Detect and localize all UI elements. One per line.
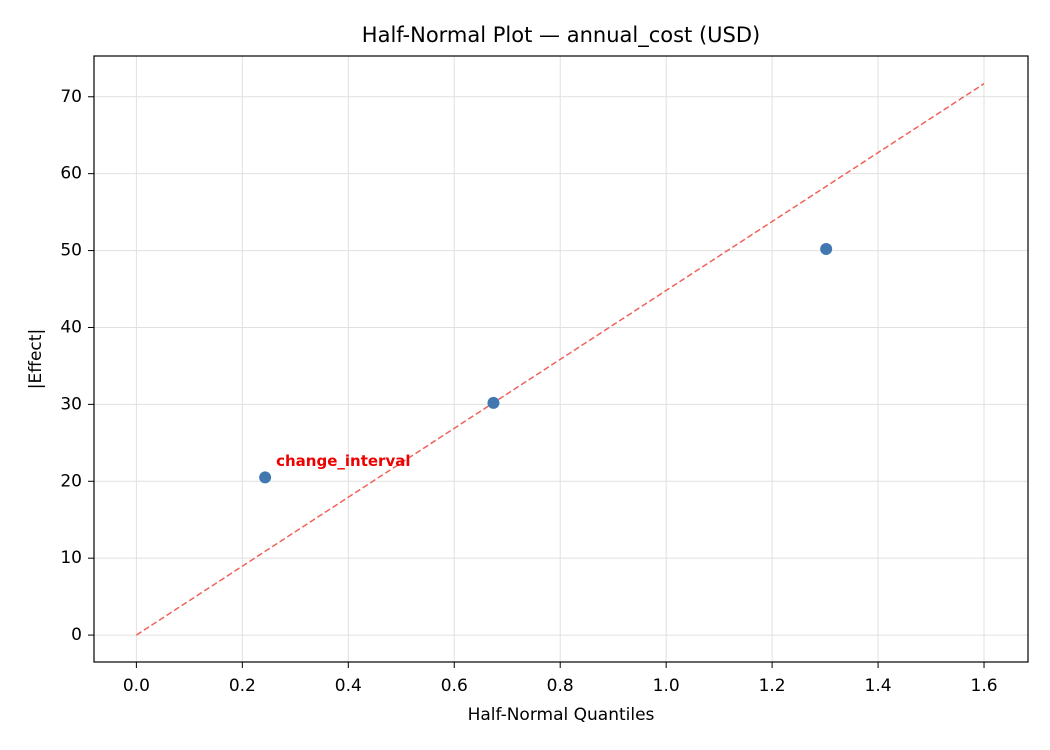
chart-title: Half-Normal Plot — annual_cost (USD) — [362, 23, 760, 48]
y-tick-label: 20 — [60, 471, 82, 491]
y-tick-label: 40 — [60, 317, 82, 337]
x-tick-label: 0.0 — [123, 676, 150, 696]
y-tick-label: 60 — [60, 164, 82, 184]
grid — [94, 56, 1028, 662]
x-tick-label: 1.4 — [865, 676, 892, 696]
x-tick-label: 0.4 — [335, 676, 362, 696]
y-tick-label: 30 — [60, 394, 82, 414]
point — [259, 471, 272, 484]
x-tick-label: 1.2 — [759, 676, 786, 696]
x-tick-label: 0.6 — [441, 676, 468, 696]
x-tick-label: 1.0 — [653, 676, 680, 696]
y-tick-label: 0 — [71, 625, 82, 645]
plot-frame — [93, 55, 1029, 663]
x-axis-label: Half-Normal Quantiles — [468, 705, 655, 725]
reference-line — [135, 83, 985, 636]
x-tick-label: 0.8 — [547, 676, 574, 696]
point — [820, 243, 833, 256]
x-tick-label: 1.6 — [971, 676, 998, 696]
y-tick-label: 70 — [60, 87, 82, 107]
y-tick-label: 50 — [60, 241, 82, 261]
y-tick-label: 10 — [60, 548, 82, 568]
annotation: change_interval — [276, 452, 410, 470]
y-axis-label: |Effect| — [26, 329, 46, 389]
plot: change_interval — [135, 83, 985, 636]
x-tick-label: 0.2 — [229, 676, 256, 696]
point — [487, 396, 500, 409]
